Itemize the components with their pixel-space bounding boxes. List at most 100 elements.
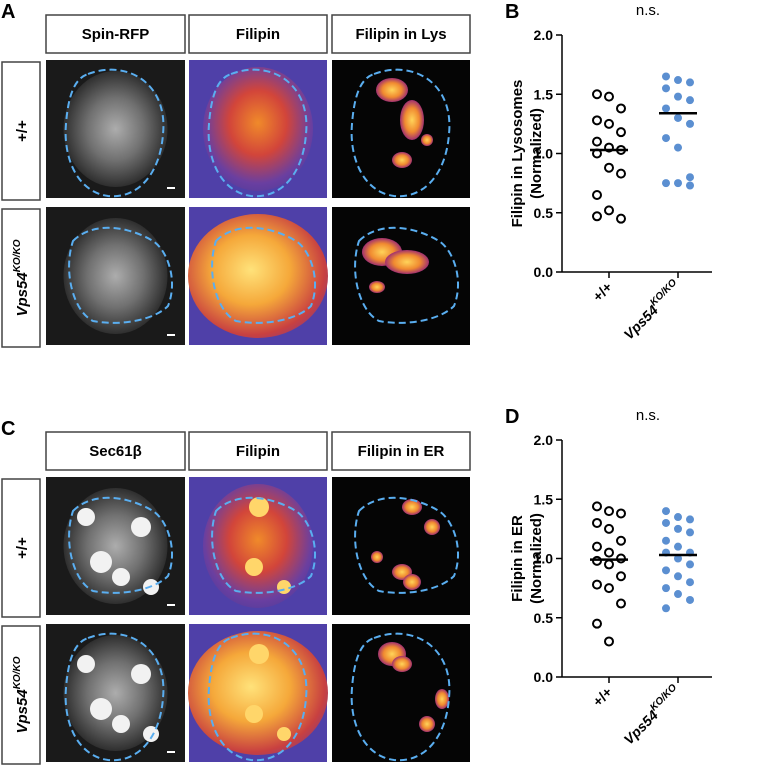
micrograph [332,207,470,345]
data-point [662,84,670,93]
data-point [662,518,670,527]
data-point [686,578,694,587]
column-header: Filipin in ER [358,443,445,460]
panel-letter: A [1,1,15,23]
bright-spot [131,664,151,684]
row-label-box [1,625,41,765]
data-point [592,579,602,590]
data-point [592,618,602,629]
row-label: +/+ [14,120,31,142]
panel-letter: D [505,406,519,428]
y-axis-label: (Normalized) [528,513,545,604]
data-point [686,528,694,537]
column-header: Sec61β [89,443,142,460]
micrograph [332,477,470,615]
bright-spot [277,727,291,741]
cell-outline [68,496,173,594]
cell [188,631,328,755]
data-point [616,508,626,519]
signal-blob [392,152,412,168]
data-point [616,213,626,224]
y-tick-label: 1.5 [534,491,554,507]
panel-letter: B [505,1,519,23]
row-label: +/+ [14,537,31,559]
y-tick-label: 0.5 [534,610,554,626]
data-point [674,524,682,533]
bright-spot [143,726,159,742]
data-point [662,604,670,613]
micrograph [189,477,327,615]
bright-spot [90,551,112,573]
row-label-box [1,208,41,348]
data-point [662,566,670,575]
data-point [604,583,614,594]
bright-spot [77,508,95,526]
bright-spot [277,580,291,594]
micrograph [188,624,328,762]
column-header: Filipin [236,26,280,43]
column-header-box [45,14,186,54]
data-point [662,507,670,516]
data-point [662,134,670,143]
label-superscript: KO/KO [12,239,23,272]
data-point [604,162,614,173]
cell [188,214,328,338]
data-point [616,571,626,582]
y-tick-label: 1.5 [534,86,554,102]
data-point [604,559,614,570]
bright-spot [245,558,263,576]
y-axis-label: Filipin in Lysosomes [509,80,526,228]
data-point [674,554,682,563]
signal-blob [400,100,424,140]
column-header-box [188,431,328,471]
row-label-box [1,478,41,618]
label-superscript: KO/KO [648,682,679,713]
micrograph [46,477,185,615]
column-header-box [331,14,471,54]
cell-outline [68,226,173,324]
cell-outline [64,68,165,198]
label-base: +/+ [14,120,31,142]
panel-letter: C [1,418,15,440]
data-point [616,103,626,114]
data-point [616,168,626,179]
data-point [674,542,682,551]
x-tick-label: +/+ [589,279,615,305]
data-point [604,118,614,129]
signal-blob [385,250,429,274]
data-point [686,173,694,182]
data-point [616,127,626,138]
x-tick-label: Vps54KO/KO [619,277,684,342]
bright-spot [90,698,112,720]
data-point [686,560,694,569]
cell-outline [207,68,308,198]
column-header-box [188,14,328,54]
bright-spot [112,715,130,733]
signal-blob [435,689,449,709]
data-point [686,96,694,105]
y-tick-label: 1.0 [534,146,554,162]
bright-spot [245,705,263,723]
row-label: Vps54KO/KO [12,656,31,733]
data-point [592,115,602,126]
label-base: +/+ [589,279,615,305]
x-tick-label: Vps54KO/KO [619,682,684,747]
micrograph [46,207,185,345]
data-point [604,506,614,517]
data-point [674,572,682,581]
bright-spot [249,644,269,664]
y-tick-label: 0.0 [534,264,554,280]
cell [63,218,168,334]
data-point [616,598,626,609]
micrograph [46,60,185,198]
cell-outline [354,496,459,594]
cell-outline [207,632,308,762]
cell-outline [350,68,451,198]
data-point [616,535,626,546]
data-point [674,143,682,152]
data-point [686,119,694,128]
data-point [674,113,682,122]
micrograph [188,207,328,345]
micrograph [46,624,185,762]
